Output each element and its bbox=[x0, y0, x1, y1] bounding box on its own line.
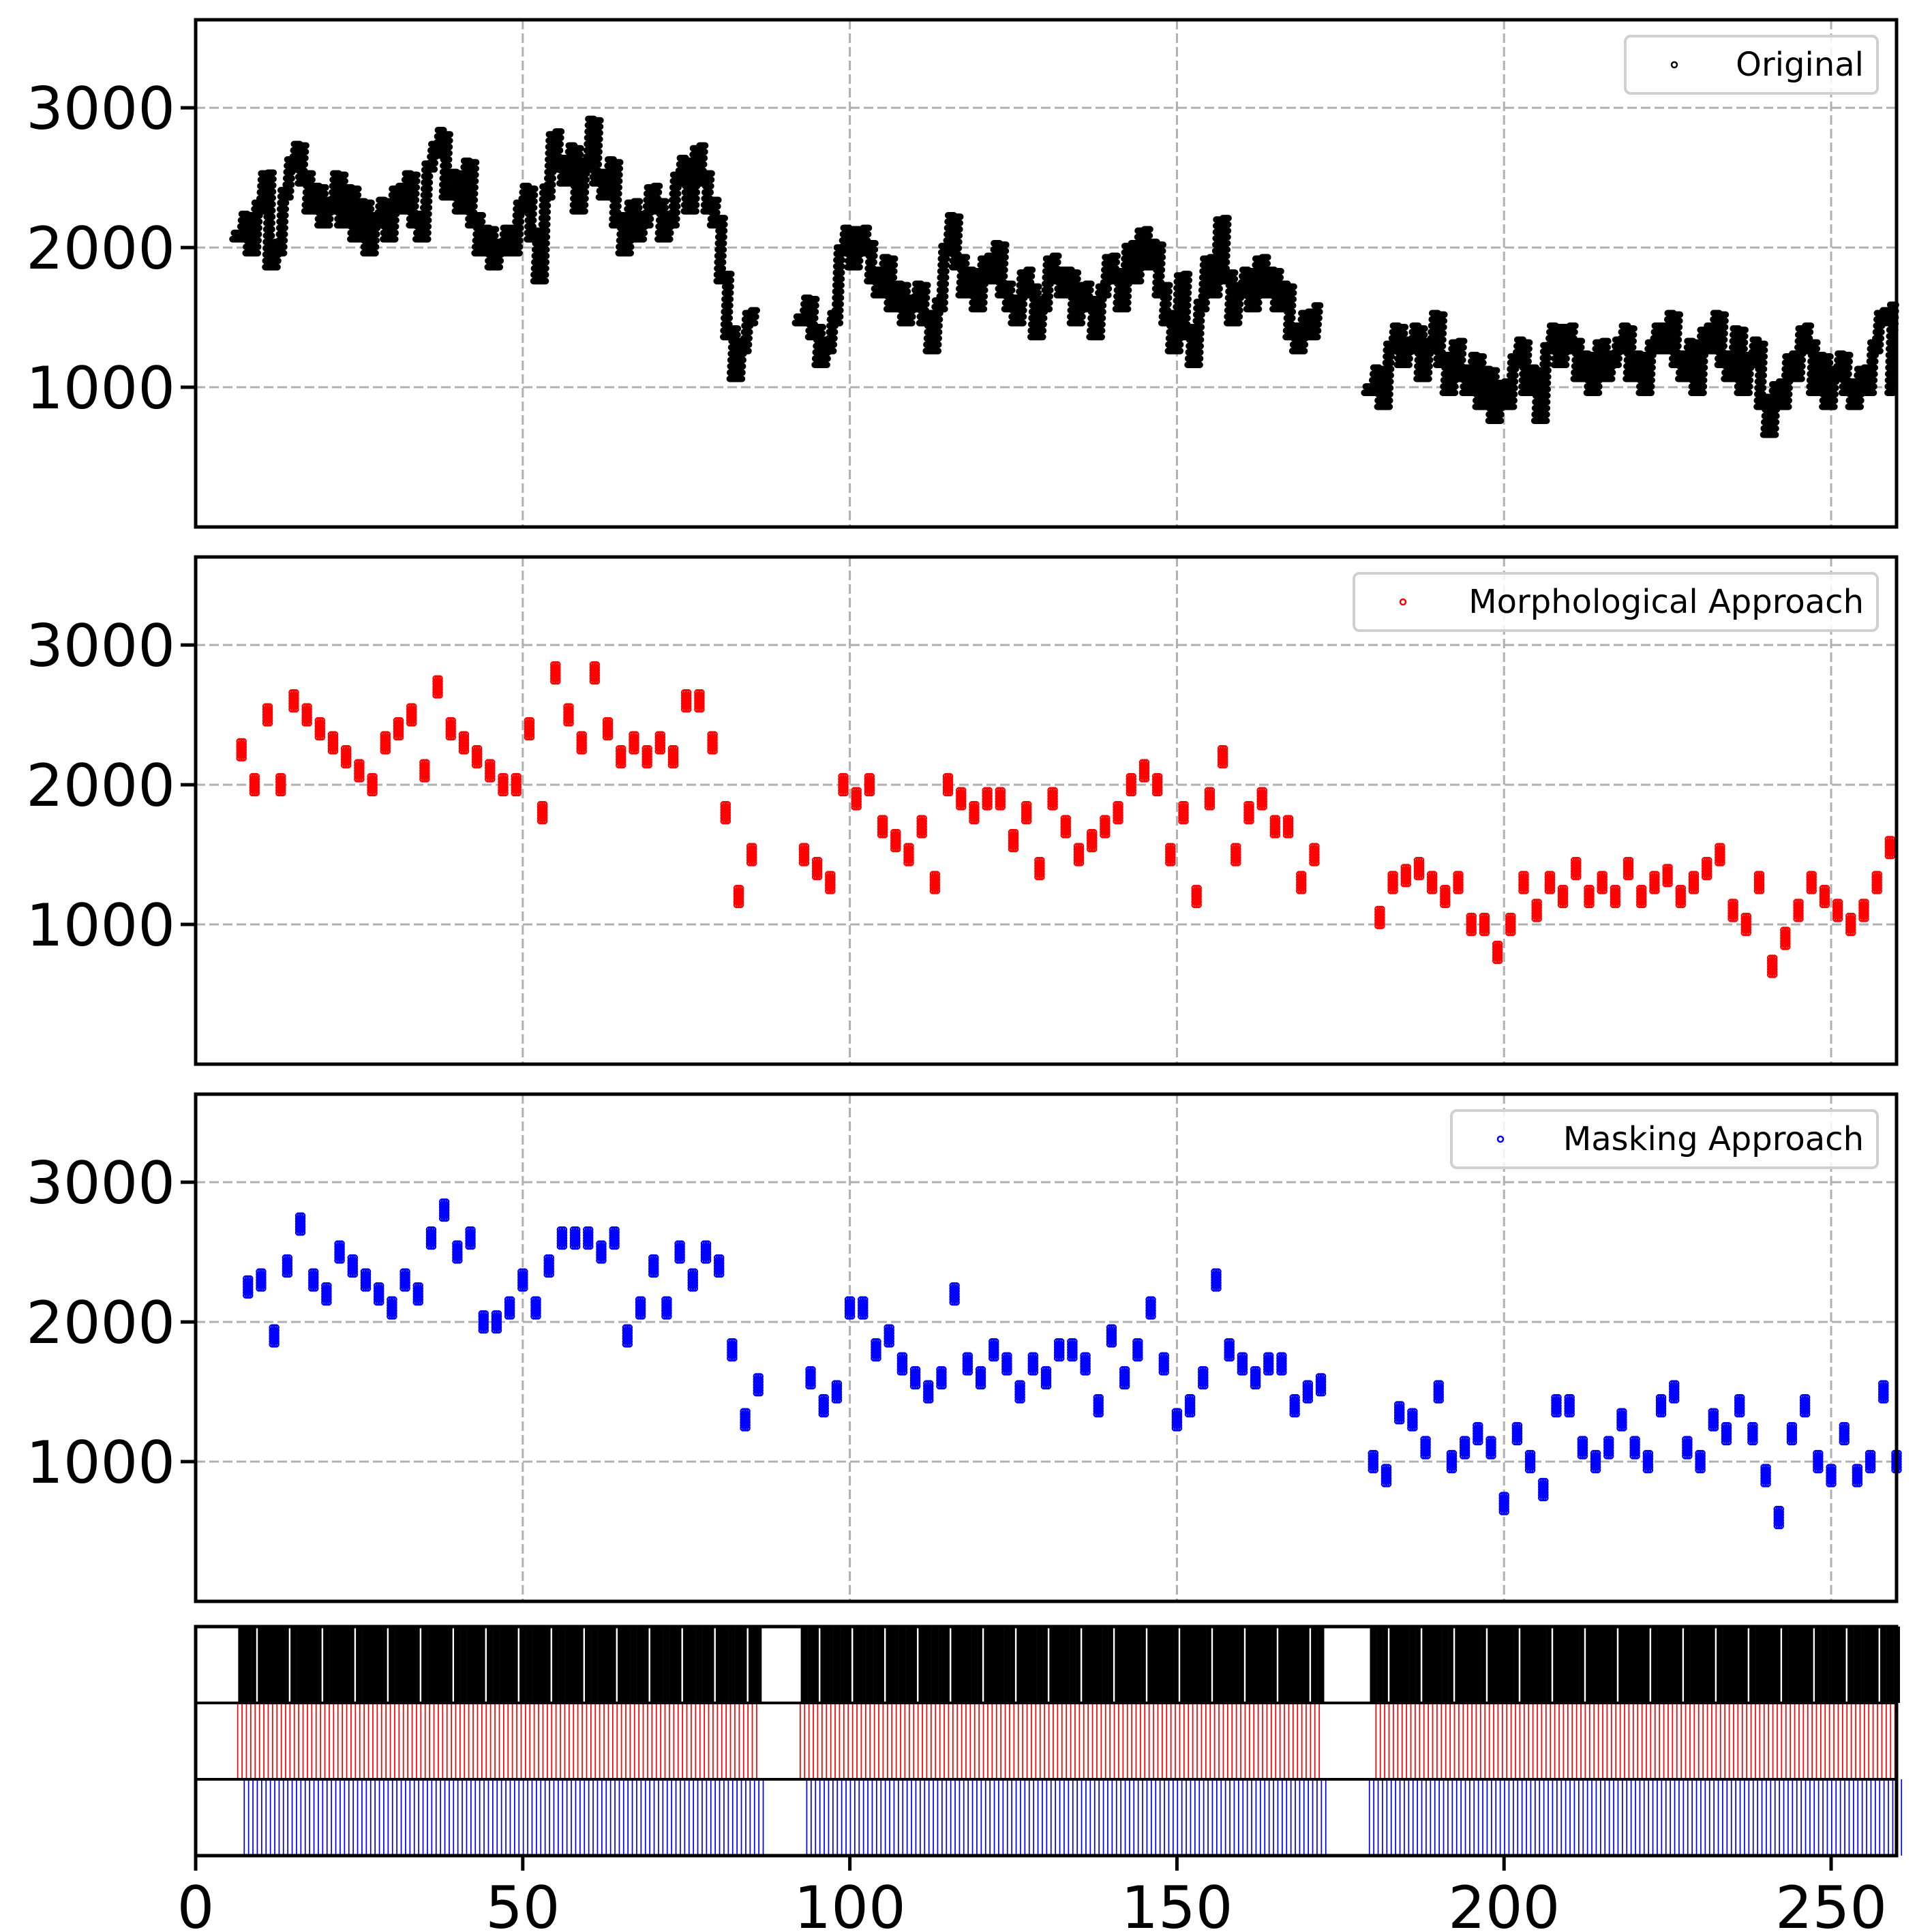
data-point bbox=[287, 187, 295, 195]
data-point bbox=[269, 220, 276, 227]
data-point bbox=[254, 250, 262, 257]
panels: 100020003000Original100020003000Morpholo… bbox=[26, 18, 1902, 1603]
data-point bbox=[270, 175, 277, 183]
data-point bbox=[303, 142, 310, 149]
data-point bbox=[255, 230, 262, 238]
data-point bbox=[280, 250, 288, 257]
data-point bbox=[301, 154, 309, 162]
data-point bbox=[269, 194, 277, 202]
data-point bbox=[269, 207, 276, 214]
data-point bbox=[256, 224, 262, 232]
data-point bbox=[254, 243, 262, 251]
y-tick-label: 1000 bbox=[26, 354, 175, 423]
data-point bbox=[270, 169, 277, 177]
data-point bbox=[282, 218, 289, 226]
data-point bbox=[302, 148, 310, 155]
data-point bbox=[269, 213, 276, 220]
data-point bbox=[269, 200, 276, 208]
data-point bbox=[281, 230, 288, 238]
data-point bbox=[281, 237, 288, 244]
data-point bbox=[282, 205, 290, 213]
data-point bbox=[301, 161, 309, 168]
data-point bbox=[255, 237, 262, 244]
y-tick-label: 3000 bbox=[26, 75, 175, 143]
data-point bbox=[269, 188, 277, 196]
data-point bbox=[281, 243, 288, 251]
data-point bbox=[269, 182, 277, 189]
data-point bbox=[309, 170, 316, 177]
data-point bbox=[282, 212, 289, 219]
data-series bbox=[229, 115, 1899, 438]
data-point bbox=[268, 232, 275, 239]
data-point bbox=[256, 218, 263, 226]
data-point bbox=[282, 224, 288, 232]
data-point bbox=[287, 194, 295, 201]
data-point bbox=[309, 176, 316, 183]
data-point bbox=[288, 175, 295, 182]
y-tick-label: 2000 bbox=[26, 215, 175, 283]
data-point bbox=[275, 257, 282, 265]
data-point bbox=[269, 226, 275, 233]
data-point bbox=[274, 263, 281, 271]
data-point bbox=[288, 181, 295, 188]
